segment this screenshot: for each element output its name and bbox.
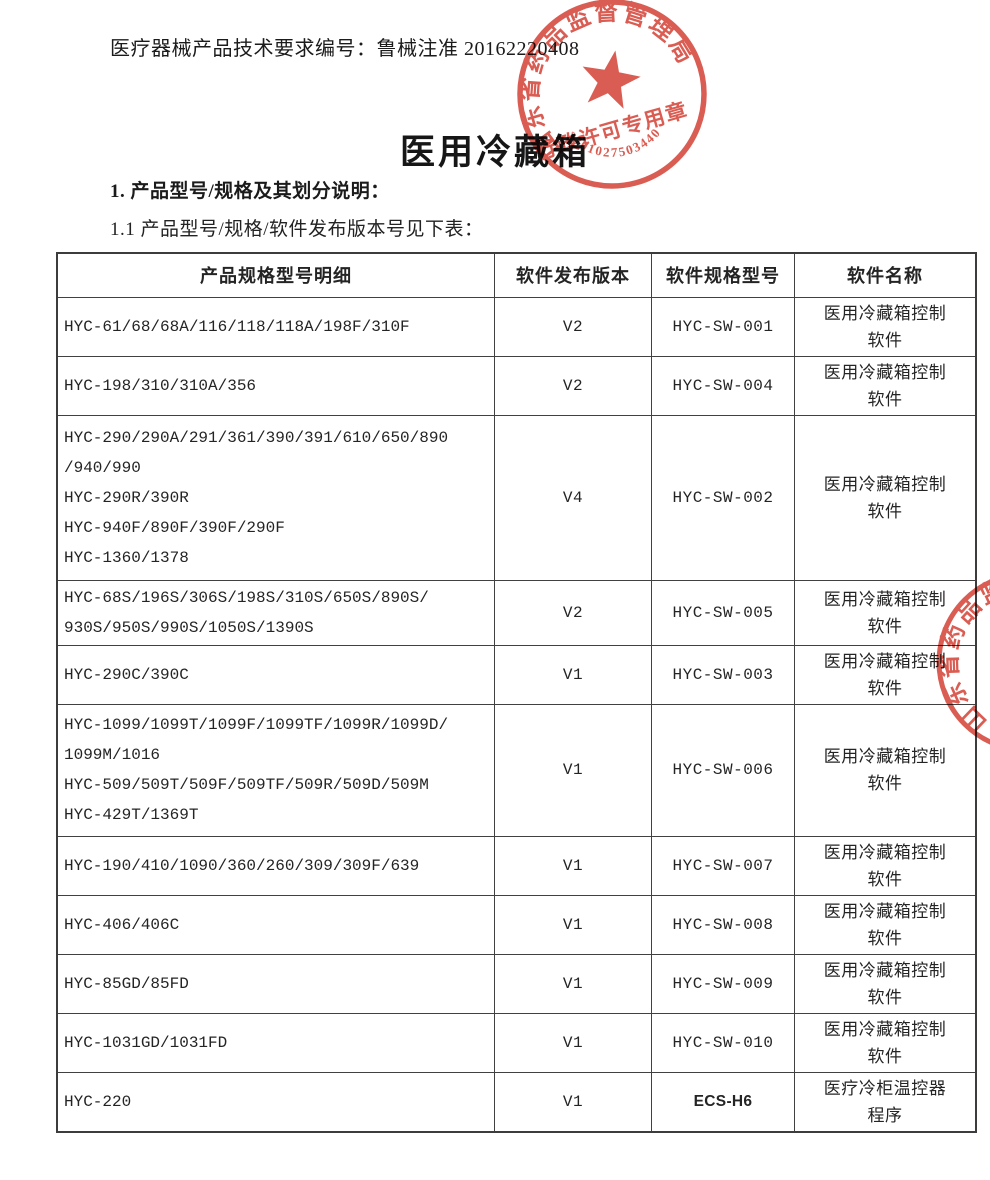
table-row: HYC-1099/1099T/1099F/1099TF/1099R/1099D/… [56,703,977,837]
cell-sw-name: 医用冷藏箱控制 软件 [794,644,977,705]
cell-version: V1 [494,953,652,1014]
cell-version: V2 [494,355,652,416]
cell-sw-name: 医用冷藏箱控制 软件 [794,953,977,1014]
cell-sw-model: ECS-H6 [651,1071,795,1132]
cell-sw-model: HYC-SW-005 [651,579,795,646]
star-icon [582,50,641,109]
column-header: 软件名称 [794,252,977,298]
spec-table-body: HYC-61/68/68A/116/118/118A/198F/310F V2 HY… [56,296,977,1132]
table-row: HYC-290/290A/291/361/390/391/610/650/890… [56,414,977,581]
table-row: HYC-290C/390C V1 HYC-SW-003 医用冷藏箱控制 软件 [56,644,977,705]
cell-models: HYC-1031GD/1031FD [56,1012,495,1073]
section-heading-1-1: 1.1 产品型号/规格/软件发布版本号见下表： [110,219,484,240]
cell-version: V4 [494,414,652,581]
cell-models: HYC-85GD/85FD [56,953,495,1014]
cell-models: HYC-190/410/1090/360/260/309/309F/639 [56,835,495,896]
cell-sw-name: 医用冷藏箱控制 软件 [794,1012,977,1073]
table-row: HYC-198/310/310A/356 V2 HYC-SW-004 医用冷藏箱控制 … [56,355,977,416]
cell-sw-model: HYC-SW-010 [651,1012,795,1073]
cell-version: V1 [494,1012,652,1073]
cell-version: V1 [494,894,652,955]
cell-sw-model: HYC-SW-003 [651,644,795,705]
header-row: 产品规格型号明细 软件发布版本 软件规格型号 软件名称 [56,252,977,298]
cell-sw-name: 医用冷藏箱控制 软件 [794,835,977,896]
page-title: 医用冷藏箱 [399,133,590,172]
cell-sw-model: HYC-SW-002 [651,414,795,581]
cell-sw-model: HYC-SW-008 [651,894,795,955]
cell-version: V1 [494,1071,652,1132]
column-header: 软件发布版本 [494,252,652,298]
cell-models: HYC-61/68/68A/116/118/118A/198F/310F [56,296,495,357]
cell-sw-name: 医用冷藏箱控制 软件 [794,894,977,955]
cell-sw-model: HYC-SW-006 [651,703,795,837]
cell-models: HYC-1099/1099T/1099F/1099TF/1099R/1099D/… [56,703,495,837]
cell-models: HYC-290/290A/291/361/390/391/610/650/890… [56,414,495,581]
column-header: 产品规格型号明细 [56,252,495,298]
spec-table: 产品规格型号明细 软件发布版本 软件规格型号 软件名称 HYC-61/68/68A/1… [56,252,977,1133]
doc-number-line: 医疗器械产品技术要求编号：鲁械注准 20162220408 [110,38,580,60]
cell-version: V2 [494,579,652,646]
cell-sw-model: HYC-SW-007 [651,835,795,896]
table-row: HYC-190/410/1090/360/260/309/309F/639 V1 H… [56,835,977,896]
table-row: HYC-220 V1 ECS-H6 医疗冷柜温控器 程序 [56,1071,977,1132]
cell-models: HYC-406/406C [56,894,495,955]
table-row: HYC-1031GD/1031FD V1 HYC-SW-010 医用冷藏箱控制 软件 [56,1012,977,1073]
cell-version: V1 [494,644,652,705]
column-header: 软件规格型号 [651,252,795,298]
section-heading-1: 1. 产品型号/规格及其划分说明： [110,181,390,202]
spec-table-header: 产品规格型号明细 软件发布版本 软件规格型号 软件名称 [56,252,977,298]
cell-sw-name: 医用冷藏箱控制 软件 [794,579,977,646]
cell-version: V1 [494,703,652,837]
cell-sw-name: 医用冷藏箱控制 软件 [794,296,977,357]
table-row: HYC-406/406C V1 HYC-SW-008 医用冷藏箱控制 软件 [56,894,977,955]
table-row: HYC-61/68/68A/116/118/118A/198F/310F V2 HY… [56,296,977,357]
cell-models: HYC-198/310/310A/356 [56,355,495,416]
table-row: HYC-68S/196S/306S/198S/310S/650S/890S/ 9… [56,579,977,646]
cell-models: HYC-220 [56,1071,495,1132]
table-row: HYC-85GD/85FD V1 HYC-SW-009 医用冷藏箱控制 软件 [56,953,977,1014]
cell-sw-name: 医用冷藏箱控制 软件 [794,703,977,837]
cell-sw-model: HYC-SW-004 [651,355,795,416]
cell-sw-name: 医用冷藏箱控制 软件 [794,414,977,581]
cell-version: V1 [494,835,652,896]
cell-version: V2 [494,296,652,357]
cell-sw-name: 医疗冷柜温控器 程序 [794,1071,977,1132]
cell-sw-model: HYC-SW-001 [651,296,795,357]
cell-sw-model: HYC-SW-009 [651,953,795,1014]
cell-sw-name: 医用冷藏箱控制 软件 [794,355,977,416]
cell-models: HYC-290C/390C [56,644,495,705]
cell-models: HYC-68S/196S/306S/198S/310S/650S/890S/ 9… [56,579,495,646]
